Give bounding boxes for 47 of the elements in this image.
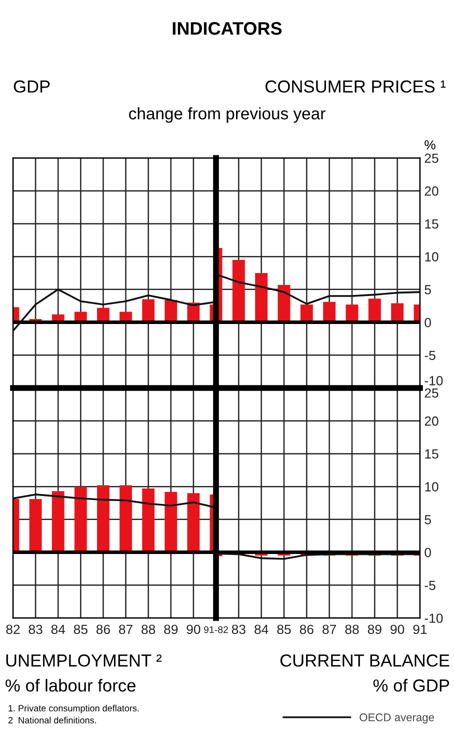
x-tick-label: 89: [368, 624, 382, 634]
x-tick-label: 84: [51, 624, 66, 634]
y-tick-label: -5: [424, 350, 436, 360]
y-tick-label: 5: [424, 285, 431, 294]
text: change from previous year: [129, 107, 326, 123]
x-tick-label: 87: [322, 624, 336, 634]
y-tick-label: 0: [424, 318, 431, 328]
chart-title: GDP: [14, 80, 50, 93]
text: 2 National definitions.: [8, 716, 96, 724]
text: 1. Private consumption deflators.: [8, 704, 139, 714]
x-tick-label: 91: [413, 624, 427, 634]
y-tick-label: 20: [424, 416, 438, 426]
x-tick-label: 88: [142, 624, 156, 634]
x-tick-label: 83: [28, 624, 42, 634]
y-tick-label: 10: [425, 482, 438, 492]
y-tick-label: 25: [424, 388, 438, 398]
y-tick-label: -10: [424, 614, 443, 623]
x-tick-label: 86: [96, 624, 110, 634]
x-tick-label: 88: [345, 624, 359, 634]
x-tick-label: 90: [390, 624, 404, 634]
x-tick-label: 86: [300, 624, 314, 634]
x-tick-label: 89: [164, 624, 178, 634]
x-tick-label: 91-82: [204, 626, 228, 634]
x-tick-label: 82: [6, 624, 20, 634]
y-tick-label: 25: [424, 154, 438, 163]
x-tick-label: 87: [119, 624, 132, 634]
text: CURRENT BALANCE: [280, 654, 450, 667]
y-tick-label: -5: [424, 580, 436, 590]
x-tick-label: 85: [74, 624, 88, 634]
y-tick-label: 15: [425, 449, 438, 459]
text: INDICATORS: [172, 22, 282, 35]
chart-title: CONSUMER PRICES ¹: [266, 80, 446, 93]
text: % of labour force: [6, 678, 136, 692]
y-tick-label: 15: [425, 219, 438, 229]
x-tick-label: 83: [232, 624, 246, 634]
text: % of GDP: [373, 678, 450, 692]
y-axis-title: %: [424, 140, 436, 150]
y-tick-label: 10: [425, 252, 438, 262]
y-tick-label: 20: [424, 186, 438, 196]
x-tick-label: 84: [254, 624, 268, 634]
x-tick-label: 85: [277, 624, 291, 634]
text: UNEMPLOYMENT ²: [6, 654, 162, 667]
x-tick-label: 90: [186, 624, 200, 634]
y-tick-label: 0: [424, 548, 431, 558]
text: OECD average: [360, 713, 434, 724]
y-tick-label: -10: [424, 376, 443, 386]
y-tick-label: 5: [424, 515, 431, 524]
